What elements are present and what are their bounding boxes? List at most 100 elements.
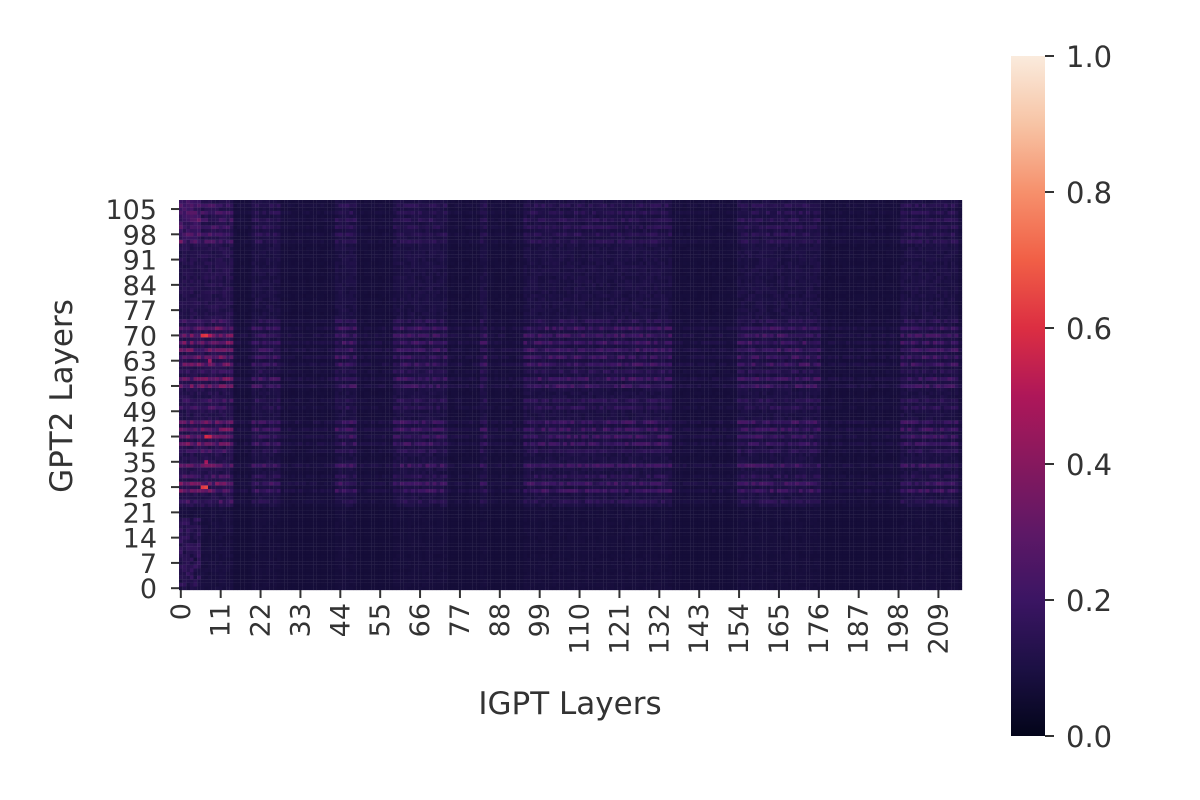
heatmap-cell bbox=[357, 547, 361, 551]
heatmap-cell bbox=[705, 561, 709, 565]
heatmap-cell bbox=[317, 547, 321, 551]
heatmap-cell bbox=[614, 561, 618, 565]
heatmap-cell bbox=[784, 565, 788, 569]
heatmap-cell bbox=[643, 579, 647, 583]
heatmap-cell bbox=[273, 550, 277, 554]
heatmap-cell bbox=[436, 547, 440, 551]
heatmap-cell bbox=[201, 568, 205, 572]
heatmap-cell bbox=[509, 532, 513, 536]
heatmap-cell bbox=[400, 579, 404, 583]
heatmap-cell bbox=[393, 521, 397, 525]
heatmap-cell bbox=[190, 565, 194, 569]
heatmap-cell bbox=[850, 543, 854, 547]
heatmap-cell bbox=[632, 521, 636, 525]
heatmap-cell bbox=[353, 521, 357, 525]
heatmap-cell bbox=[513, 586, 517, 590]
heatmap-cell bbox=[368, 576, 372, 580]
heatmap-cell bbox=[241, 521, 245, 525]
heatmap-cell bbox=[310, 558, 314, 562]
heatmap-cell bbox=[824, 539, 828, 543]
heatmap-cell bbox=[262, 525, 266, 529]
heatmap-cell bbox=[230, 565, 234, 569]
heatmap-cell bbox=[810, 558, 814, 562]
heatmap-cell bbox=[687, 554, 691, 558]
heatmap-cell bbox=[429, 525, 433, 529]
heatmap-cell bbox=[339, 554, 343, 558]
heatmap-cell bbox=[958, 554, 962, 558]
heatmap-cell bbox=[560, 561, 564, 565]
heatmap-cell bbox=[774, 576, 778, 580]
heatmap-cell bbox=[349, 547, 353, 551]
heatmap-cell bbox=[679, 572, 683, 576]
heatmap-cell bbox=[726, 572, 730, 576]
heatmap-cell bbox=[444, 576, 448, 580]
heatmap-cell bbox=[708, 572, 712, 576]
heatmap-cell bbox=[215, 507, 219, 511]
heatmap-cell bbox=[538, 536, 542, 540]
heatmap-cell bbox=[418, 547, 422, 551]
heatmap-cell bbox=[183, 561, 187, 565]
heatmap-cell bbox=[792, 543, 796, 547]
heatmap-cell bbox=[810, 561, 814, 565]
heatmap-cell bbox=[255, 514, 259, 518]
heatmap-cell bbox=[737, 558, 741, 562]
heatmap-cell bbox=[922, 554, 926, 558]
heatmap-cell bbox=[832, 525, 836, 529]
heatmap-cell bbox=[661, 579, 665, 583]
heatmap-cell bbox=[451, 532, 455, 536]
heatmap-cell bbox=[331, 511, 335, 515]
heatmap-cell bbox=[549, 572, 553, 576]
heatmap-cell bbox=[534, 525, 538, 529]
heatmap-cell bbox=[509, 529, 513, 533]
heatmap-cell bbox=[701, 539, 705, 543]
heatmap-cell bbox=[317, 579, 321, 583]
heatmap-cell bbox=[306, 539, 310, 543]
heatmap-cell bbox=[810, 554, 814, 558]
heatmap-cell bbox=[538, 586, 542, 590]
heatmap-cell bbox=[397, 586, 401, 590]
heatmap-cell bbox=[342, 572, 346, 576]
heatmap-cell bbox=[324, 583, 328, 587]
heatmap-cell bbox=[255, 550, 259, 554]
heatmap-cell bbox=[509, 550, 513, 554]
heatmap-cell bbox=[766, 561, 770, 565]
heatmap-cell bbox=[422, 583, 426, 587]
heatmap-cell bbox=[346, 532, 350, 536]
heatmap-cell bbox=[723, 536, 727, 540]
heatmap-cell bbox=[179, 558, 183, 562]
heatmap-cell bbox=[846, 550, 850, 554]
heatmap-cell bbox=[955, 586, 959, 590]
heatmap-cell bbox=[716, 550, 720, 554]
heatmap-cell bbox=[839, 514, 843, 518]
heatmap-cell bbox=[523, 583, 527, 587]
heatmap-cell bbox=[944, 521, 948, 525]
heatmap-cell bbox=[578, 558, 582, 562]
heatmap-cell bbox=[411, 514, 415, 518]
heatmap-cell bbox=[958, 507, 962, 511]
heatmap-cell bbox=[320, 561, 324, 565]
heatmap-cell bbox=[509, 586, 513, 590]
heatmap-cell bbox=[799, 511, 803, 515]
heatmap-cell bbox=[487, 583, 491, 587]
heatmap-cell bbox=[320, 525, 324, 529]
heatmap-cell bbox=[875, 514, 879, 518]
heatmap-cell bbox=[574, 511, 578, 515]
heatmap-cell bbox=[821, 568, 825, 572]
heatmap-cell bbox=[531, 518, 535, 522]
heatmap-cell bbox=[516, 543, 520, 547]
heatmap-cell bbox=[690, 511, 694, 515]
heatmap-cell bbox=[933, 576, 937, 580]
heatmap-cell bbox=[545, 572, 549, 576]
heatmap-cell bbox=[368, 558, 372, 562]
heatmap-cell bbox=[897, 536, 901, 540]
heatmap-cell bbox=[436, 539, 440, 543]
heatmap-cell bbox=[632, 565, 636, 569]
heatmap-cell bbox=[882, 568, 886, 572]
heatmap-cell bbox=[581, 511, 585, 515]
heatmap-cell bbox=[320, 539, 324, 543]
heatmap-cell bbox=[455, 521, 459, 525]
heatmap-cell bbox=[353, 532, 357, 536]
heatmap-cell bbox=[523, 561, 527, 565]
heatmap-cell bbox=[748, 561, 752, 565]
heatmap-cell bbox=[190, 543, 194, 547]
